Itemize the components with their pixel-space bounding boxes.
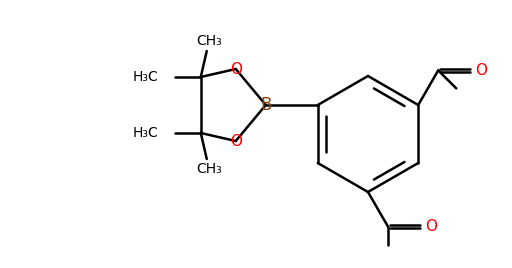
Text: H₃C: H₃C bbox=[133, 126, 159, 140]
Text: O: O bbox=[475, 63, 487, 78]
Text: B: B bbox=[260, 96, 271, 114]
Text: CH₃: CH₃ bbox=[196, 34, 222, 48]
Text: O: O bbox=[230, 61, 242, 76]
Text: O: O bbox=[425, 219, 437, 234]
Text: CH₃: CH₃ bbox=[196, 162, 222, 176]
Text: O: O bbox=[230, 133, 242, 148]
Text: H₃C: H₃C bbox=[133, 70, 159, 84]
